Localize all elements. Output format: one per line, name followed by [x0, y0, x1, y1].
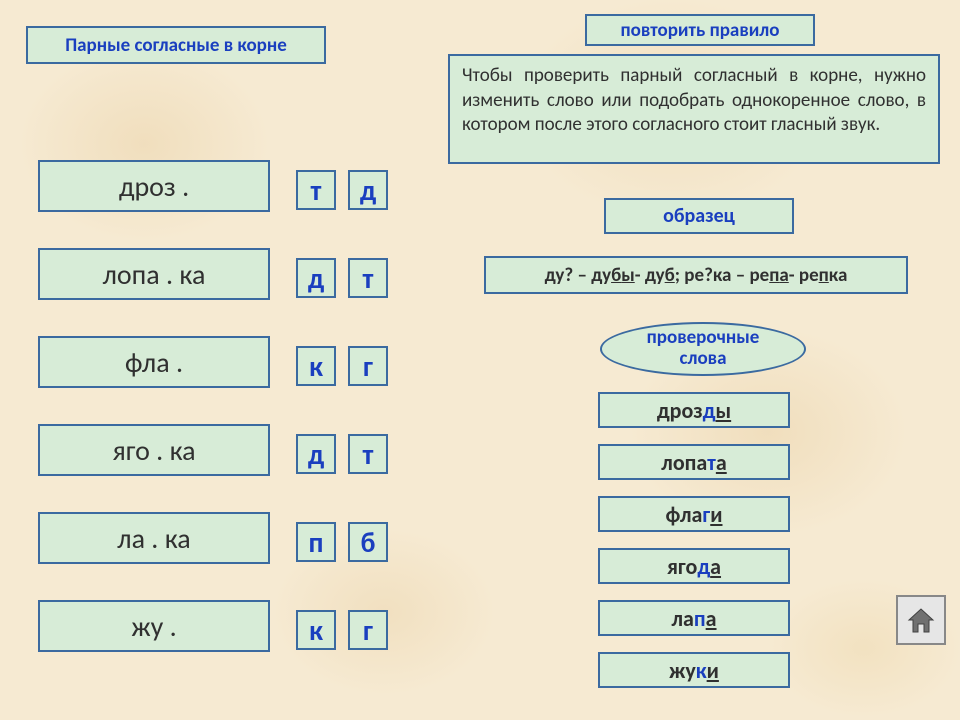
check-word-1: лопата: [598, 444, 790, 480]
letter-button-5-0[interactable]: к: [296, 610, 336, 650]
check-word-5: жуки: [598, 652, 790, 688]
letter-button-2-0[interactable]: к: [296, 346, 336, 386]
check-word-0: дрозды: [598, 392, 790, 428]
word-box-3: яго . ка: [38, 424, 270, 476]
word-box-1: лопа . ка: [38, 248, 270, 300]
letter-button-0-1[interactable]: д: [348, 170, 388, 210]
letter-button-3-1[interactable]: т: [348, 434, 388, 474]
letter-button-1-1[interactable]: т: [348, 258, 388, 298]
letter-button-0-0[interactable]: т: [296, 170, 336, 210]
check-words-label: проверочные слова: [600, 322, 806, 376]
letter-button-4-1[interactable]: б: [348, 522, 388, 562]
repeat-rule-button[interactable]: повторить правило: [585, 14, 815, 46]
home-button[interactable]: [896, 595, 946, 645]
word-box-2: фла .: [38, 336, 270, 388]
check-word-2: флаги: [598, 496, 790, 532]
letter-button-2-1[interactable]: г: [348, 346, 388, 386]
letter-button-1-0[interactable]: д: [296, 258, 336, 298]
letter-button-5-1[interactable]: г: [348, 610, 388, 650]
word-box-4: ла . ка: [38, 512, 270, 564]
rule-text: Чтобы проверить парный согласный в корне…: [448, 54, 940, 164]
word-box-0: дроз .: [38, 160, 270, 212]
word-box-5: жу .: [38, 600, 270, 652]
check-word-3: ягода: [598, 548, 790, 584]
letter-button-4-0[interactable]: п: [296, 522, 336, 562]
sample-label: образец: [604, 198, 794, 234]
check-word-4: лапа: [598, 600, 790, 636]
title-box: Парные согласные в корне: [26, 26, 326, 64]
letter-button-3-0[interactable]: д: [296, 434, 336, 474]
home-icon: [905, 604, 937, 636]
sample-text: ду? – дубы - дуб; ре?ка – репа - репка: [484, 256, 908, 294]
